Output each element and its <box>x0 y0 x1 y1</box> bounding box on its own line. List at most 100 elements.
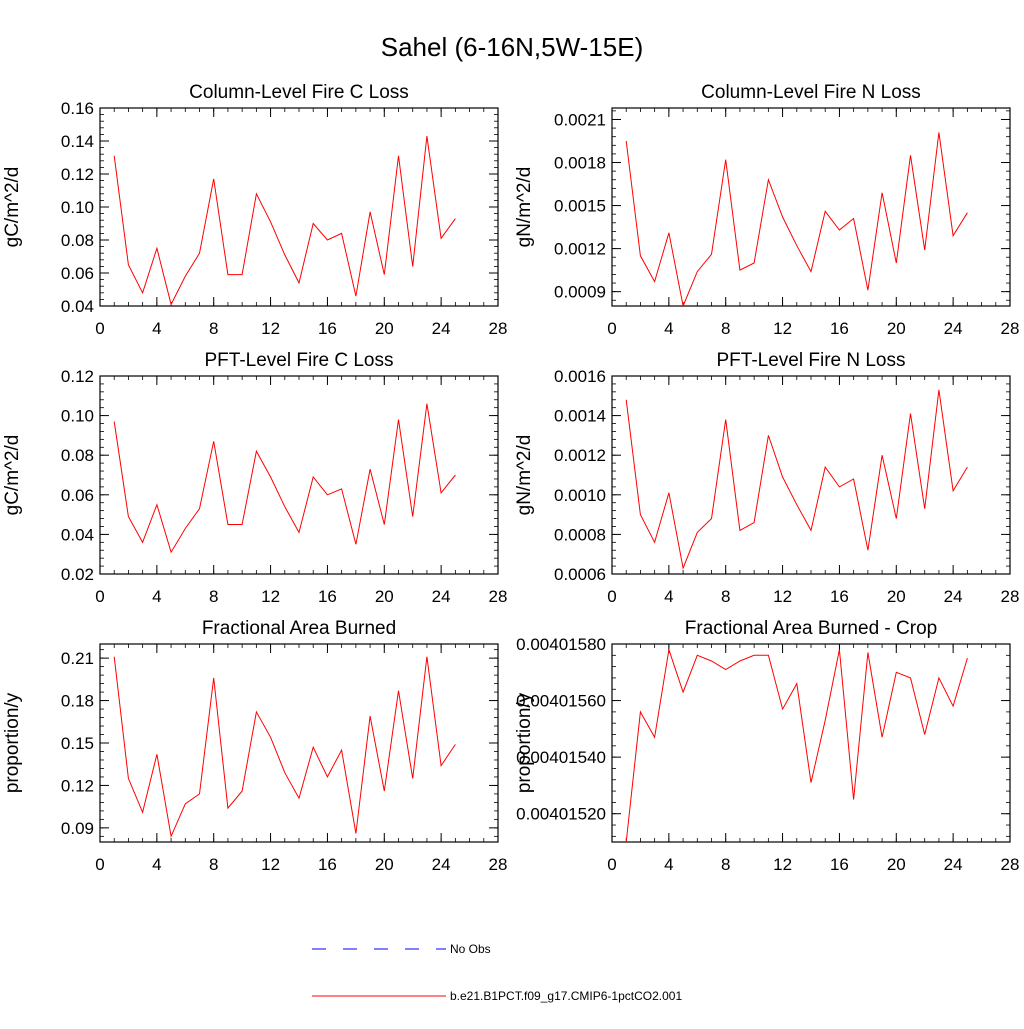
y-tick-label: 0.0006 <box>554 565 606 584</box>
y-tick-label: 0.0016 <box>554 367 606 386</box>
panel-title: Fractional Area Burned <box>202 618 396 639</box>
plot-frame <box>612 376 1010 574</box>
figure-title: Sahel (6-16N,5W-15E) <box>0 32 1024 63</box>
plot-frame <box>612 644 1010 842</box>
panel-title: Column-Level Fire C Loss <box>189 82 409 103</box>
series-line-1 <box>114 404 455 553</box>
panel-title: Fractional Area Burned - Crop <box>685 618 937 639</box>
y-tick-label: 0.0010 <box>554 486 606 505</box>
y-tick-label: 0.0014 <box>554 407 606 426</box>
x-tick-label: 12 <box>261 855 280 874</box>
x-tick-label: 4 <box>664 855 673 874</box>
x-tick-label: 12 <box>773 855 792 874</box>
y-tick-label: 0.0021 <box>554 110 606 129</box>
x-tick-label: 4 <box>152 587 161 606</box>
legend-label-1: No Obs <box>450 942 491 956</box>
x-tick-label: 4 <box>152 855 161 874</box>
x-tick-label: 0 <box>95 319 104 338</box>
plot-frame <box>612 108 1010 306</box>
x-tick-label: 28 <box>1001 319 1020 338</box>
y-tick-label: 0.10 <box>61 407 94 426</box>
x-tick-label: 8 <box>209 587 218 606</box>
x-tick-label: 8 <box>721 587 730 606</box>
x-tick-label: 12 <box>773 587 792 606</box>
x-tick-label: 8 <box>721 855 730 874</box>
x-tick-label: 24 <box>432 855 451 874</box>
x-tick-label: 20 <box>375 855 394 874</box>
y-tick-label: 0.15 <box>61 734 94 753</box>
x-tick-label: 8 <box>209 319 218 338</box>
y-tick-label: 0.06 <box>61 486 94 505</box>
x-tick-label: 20 <box>887 855 906 874</box>
y-tick-label: 0.04 <box>61 525 94 544</box>
x-tick-label: 20 <box>887 319 906 338</box>
x-tick-label: 24 <box>944 319 963 338</box>
y-tick-label: 0.18 <box>61 692 94 711</box>
y-tick-label: 0.0009 <box>554 283 606 302</box>
x-tick-label: 0 <box>95 587 104 606</box>
series-line-1 <box>114 657 455 837</box>
series-line-1 <box>626 390 967 568</box>
x-tick-label: 16 <box>830 319 849 338</box>
x-tick-label: 12 <box>261 587 280 606</box>
x-tick-label: 0 <box>607 587 616 606</box>
y-tick-label: 0.02 <box>61 565 94 584</box>
x-tick-label: 16 <box>830 587 849 606</box>
x-tick-label: 0 <box>607 319 616 338</box>
y-tick-label: 0.0015 <box>554 197 606 216</box>
x-tick-label: 16 <box>318 855 337 874</box>
plot-frame <box>100 108 498 306</box>
y-tick-label: 0.12 <box>61 165 94 184</box>
x-tick-label: 20 <box>375 319 394 338</box>
y-tick-label: 0.14 <box>61 132 94 151</box>
x-tick-label: 12 <box>261 319 280 338</box>
y-tick-label: 0.10 <box>61 198 94 217</box>
y-tick-label: 0.09 <box>61 819 94 838</box>
x-tick-label: 4 <box>152 319 161 338</box>
series-line-1 <box>626 132 967 306</box>
series-line-1 <box>626 650 967 842</box>
y-axis-label: gN/m^2/d <box>514 167 535 248</box>
y-axis-label: proportion/y <box>514 692 535 793</box>
y-tick-label: 0.21 <box>61 649 94 668</box>
x-tick-label: 28 <box>1001 587 1020 606</box>
y-tick-label: 0.00401580 <box>516 635 606 654</box>
x-tick-label: 4 <box>664 319 673 338</box>
y-axis-label: gC/m^2/d <box>2 167 23 248</box>
y-axis-label: proportion/y <box>2 692 23 793</box>
legend-label-2: b.e21.B1PCT.f09_g17.CMIP6-1pctCO2.001 <box>450 989 682 1003</box>
legend: No Obs b.e21.B1PCT.f09_g17.CMIP6-1pctCO2.… <box>312 942 682 1003</box>
series-line-1 <box>114 136 455 304</box>
y-tick-label: 0.00401520 <box>516 805 606 824</box>
x-tick-label: 28 <box>489 587 508 606</box>
y-tick-label: 0.0012 <box>554 446 606 465</box>
y-axis-label: gC/m^2/d <box>2 435 23 516</box>
y-tick-label: 0.0018 <box>554 154 606 173</box>
y-tick-label: 0.12 <box>61 367 94 386</box>
x-tick-label: 16 <box>318 319 337 338</box>
y-tick-label: 0.04 <box>61 297 94 316</box>
panel-title: PFT-Level Fire C Loss <box>205 350 394 371</box>
y-tick-label: 0.12 <box>61 776 94 795</box>
x-tick-label: 28 <box>489 855 508 874</box>
x-tick-label: 12 <box>773 319 792 338</box>
y-axis-label: gN/m^2/d <box>514 435 535 516</box>
x-tick-label: 16 <box>318 587 337 606</box>
x-tick-label: 0 <box>95 855 104 874</box>
y-tick-label: 0.06 <box>61 264 94 283</box>
y-tick-label: 0.0012 <box>554 240 606 259</box>
x-tick-label: 28 <box>1001 855 1020 874</box>
panel-title: Column-Level Fire N Loss <box>701 82 921 103</box>
x-tick-label: 20 <box>887 587 906 606</box>
panel-title: PFT-Level Fire N Loss <box>717 350 906 371</box>
y-tick-label: 0.16 <box>61 99 94 118</box>
x-tick-label: 24 <box>432 319 451 338</box>
